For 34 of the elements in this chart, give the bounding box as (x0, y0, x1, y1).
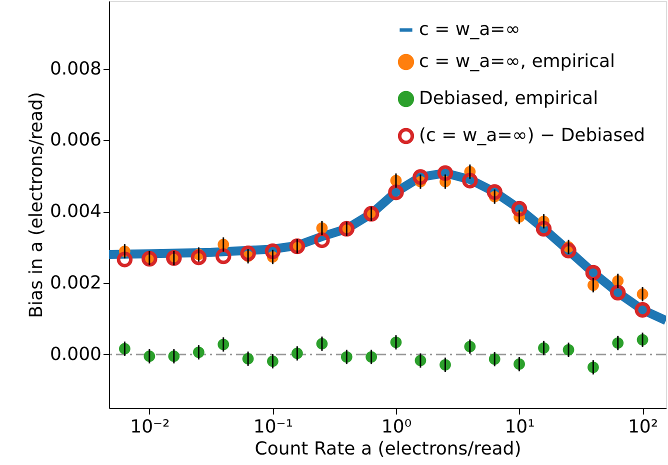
point (142, 250, 158, 267)
x-tick-label: 10⁰ (381, 416, 412, 438)
x-tick-label: 10² (628, 416, 658, 438)
x-tick-label: 10¹ (504, 416, 535, 438)
point (462, 172, 478, 188)
x-tick-label: 10⁻² (130, 416, 170, 438)
point (437, 165, 454, 181)
legend-label: c = w_a=∞ (419, 19, 520, 40)
x-tick-label: 10⁻¹ (253, 416, 294, 438)
y-tick-label: 0.008 (50, 58, 102, 80)
legend-label: c = w_a=∞, empirical (419, 51, 616, 72)
y-tick-label: 0.002 (50, 272, 102, 294)
point (511, 200, 528, 217)
point (560, 242, 576, 258)
y-tick-label: 0.000 (50, 344, 102, 365)
y-axis-title: Bias in a (electrons/read) (26, 92, 47, 318)
point (116, 252, 133, 268)
x-axis-title: Count Rate a (electrons/read) (254, 438, 522, 460)
point (388, 184, 404, 200)
point (536, 220, 552, 237)
point (486, 184, 502, 200)
point (240, 246, 256, 262)
point (634, 302, 650, 318)
legend-label: Debiased, empirical (419, 88, 598, 109)
point (610, 284, 626, 301)
y-tick-label: 0.004 (50, 201, 102, 222)
point (190, 249, 207, 266)
legend-label: (c = w_a=∞) − Debiased (419, 125, 646, 146)
point (412, 169, 428, 185)
point (314, 232, 330, 248)
point (585, 264, 602, 281)
point (216, 248, 232, 264)
y-tick-label: 0.006 (50, 130, 102, 151)
point (264, 243, 281, 260)
